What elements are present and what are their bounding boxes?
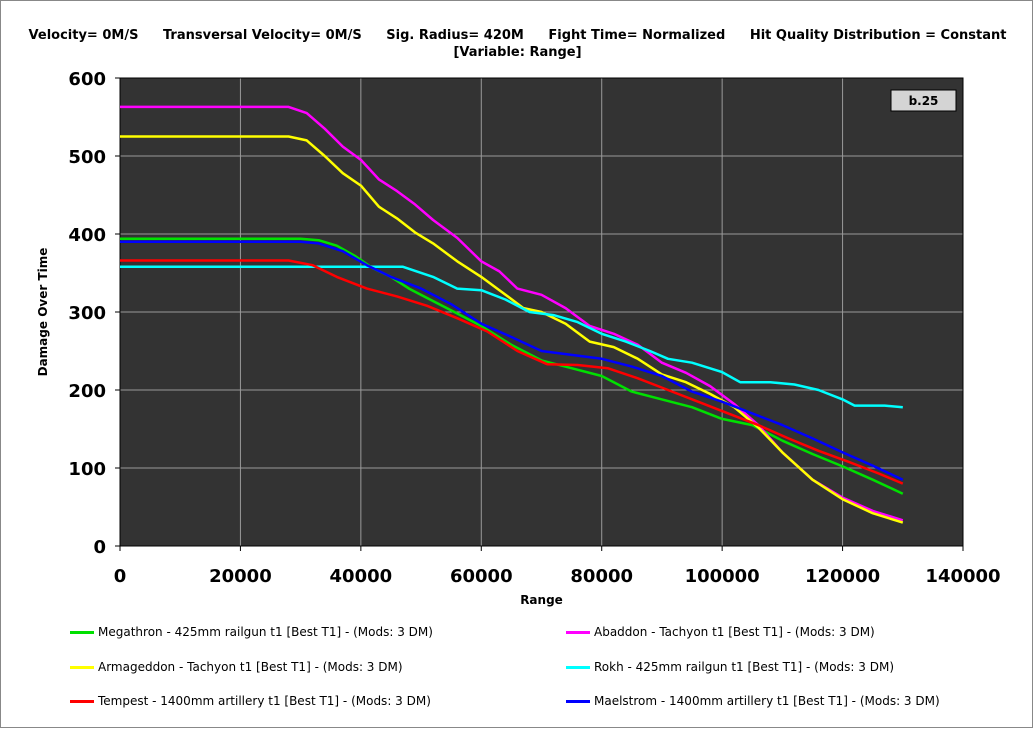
series-line-5 (120, 240, 904, 481)
x-tick-label: 140000 (925, 566, 1000, 587)
x-tick-label: 60000 (450, 566, 513, 587)
badge-label: b.25 (909, 94, 939, 108)
chart-header: Velocity= 0M/S Transversal Velocity= 0M/… (0, 28, 1035, 43)
y-tick-label: 500 (68, 147, 106, 168)
legend-label: Abaddon - Tachyon t1 [Best T1] - (Mods: … (594, 625, 875, 639)
series-line-2 (120, 135, 904, 524)
x-tick-label: 40000 (330, 566, 393, 587)
y-tick-label: 200 (68, 381, 106, 402)
legend-item: Tempest - 1400mm artillery t1 [Best T1] … (70, 694, 431, 708)
legend-item: Rokh - 425mm railgun t1 [Best T1] - (Mod… (566, 660, 894, 674)
header-sig-radius: Sig. Radius= 420M (386, 28, 524, 43)
legend-item: Maelstrom - 1400mm artillery t1 [Best T1… (566, 694, 940, 708)
legend-label: Tempest - 1400mm artillery t1 [Best T1] … (98, 694, 431, 708)
chart-subtitle: [Variable: Range] (453, 45, 582, 60)
header-hit-quality: Hit Quality Distribution = Constant (749, 28, 1007, 43)
series-line-4 (120, 259, 904, 485)
y-tick-label: 400 (68, 225, 106, 246)
x-tick-label: 80000 (570, 566, 633, 587)
legend-swatch (70, 666, 94, 669)
legend-label: Rokh - 425mm railgun t1 [Best T1] - (Mod… (594, 660, 895, 674)
legend-item: Armageddon - Tachyon t1 [Best T1] - (Mod… (70, 660, 403, 674)
legend-item: Abaddon - Tachyon t1 [Best T1] - (Mods: … (566, 625, 875, 639)
legend-swatch (566, 666, 590, 669)
y-tick-label: 300 (68, 303, 106, 324)
legend-swatch (70, 631, 94, 634)
legend-label: Megathron - 425mm railgun t1 [Best T1] -… (98, 625, 433, 639)
x-axis-label: Range (520, 593, 563, 607)
header-fight-time: Fight Time= Normalized (548, 28, 726, 43)
x-tick-label: 20000 (209, 566, 272, 587)
legend-label: Armageddon - Tachyon t1 [Best T1] - (Mod… (98, 660, 403, 674)
y-tick-label: 600 (68, 69, 106, 90)
y-axis-label: Damage Over Time (36, 248, 50, 377)
legend-label: Maelstrom - 1400mm artillery t1 [Best T1… (594, 694, 940, 708)
header-velocity: Velocity= 0M/S (28, 28, 139, 43)
badge-box (890, 89, 957, 112)
x-tick-label: 100000 (685, 566, 760, 587)
header-transversal-velocity: Transversal Velocity= 0M/S (162, 28, 362, 43)
x-tick-label: 120000 (805, 566, 880, 587)
x-tick-label: 0 (114, 566, 127, 587)
legend-swatch (566, 631, 590, 634)
legend-item: Megathron - 425mm railgun t1 [Best T1] -… (70, 625, 433, 639)
legend-swatch (566, 700, 590, 703)
y-tick-label: 0 (93, 537, 106, 558)
series-line-3 (120, 265, 903, 409)
legend-swatch (70, 700, 94, 703)
y-tick-label: 100 (68, 459, 106, 480)
